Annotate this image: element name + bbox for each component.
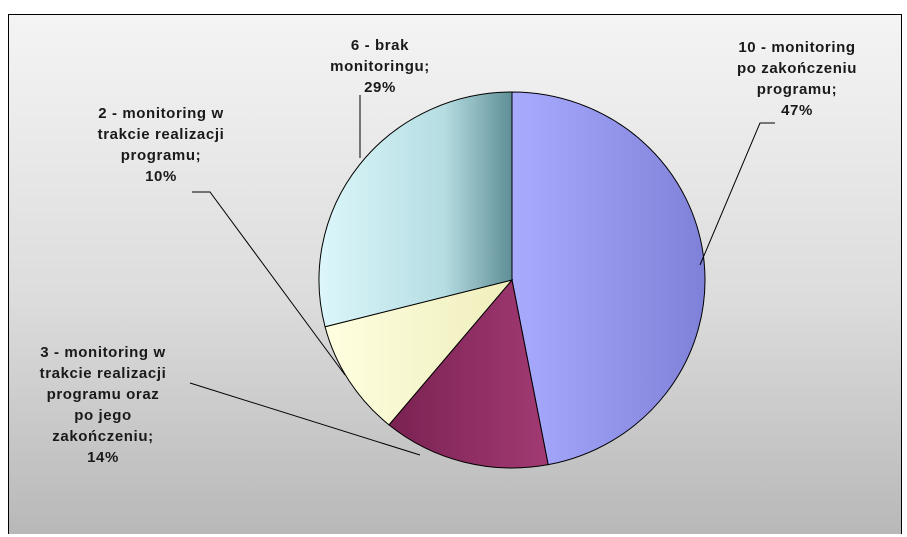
slice-label-line: 10 - monitoring: [738, 39, 855, 56]
slice-label-line: programu;: [757, 81, 837, 98]
leader-line-0: [699, 122, 775, 266]
slice-label-line: 3 - monitoring w: [40, 344, 165, 361]
pie-slice-3: [318, 91, 513, 328]
slice-label-line: 10%: [145, 168, 177, 185]
slice-label-1: 3 - monitoring w trakcie realizacji progra…: [40, 344, 167, 466]
slice-label-0: 10 - monitoring po zakończeniu programu; 47…: [737, 39, 857, 119]
slice-label-line: po jego: [74, 407, 132, 424]
leader-line-1: [189, 382, 421, 456]
slice-label-2: 2 - monitoring w trakcie realizacji progra…: [98, 105, 225, 185]
pie-slice-0: [511, 91, 706, 466]
slice-label-line: trakcie realizacji: [98, 126, 225, 143]
pie-slice-1: [388, 278, 549, 469]
slice-label-line: monitoringu;: [330, 58, 430, 75]
slice-label-line: zakończeniu;: [52, 428, 153, 445]
slice-label-line: po zakończeniu: [737, 60, 857, 77]
slice-label-line: programu oraz: [47, 386, 160, 403]
slice-label-line: trakcie realizacji: [40, 365, 167, 382]
pie-slice-2: [324, 279, 514, 426]
slice-label-line: 47%: [781, 102, 813, 119]
slice-label-line: programu;: [121, 147, 201, 164]
leader-line-2: [192, 191, 346, 376]
slice-label-line: 14%: [87, 449, 119, 466]
slice-label-line: 29%: [364, 79, 396, 96]
slice-label-3: 6 - brak monitoringu; 29%: [330, 37, 430, 96]
slice-label-line: 6 - brak: [351, 37, 409, 54]
slice-label-line: 2 - monitoring w: [98, 105, 223, 122]
